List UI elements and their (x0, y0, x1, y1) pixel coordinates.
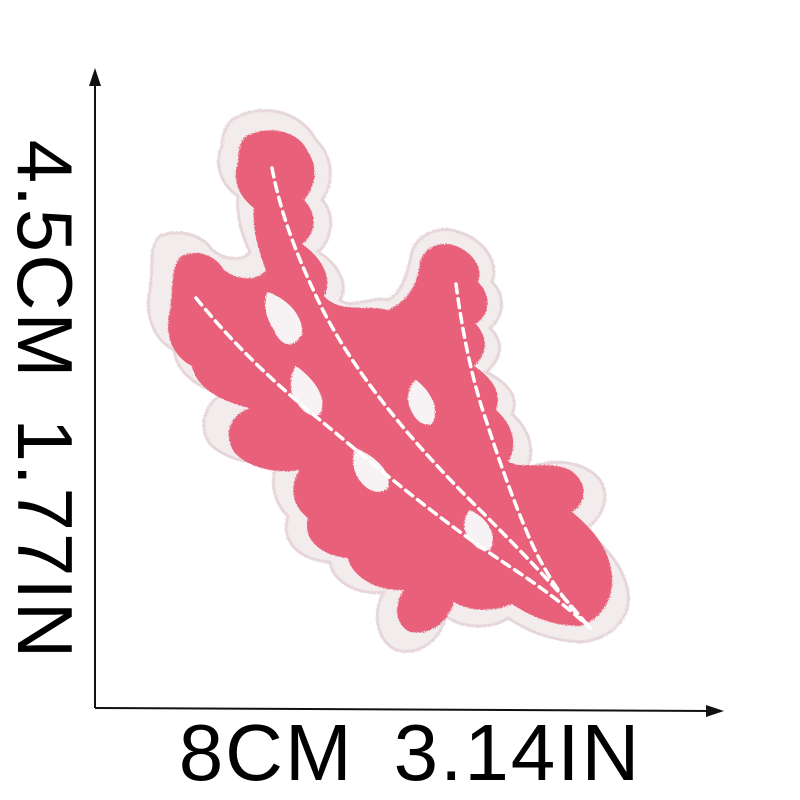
height-cm: 4.5CM (1, 139, 90, 380)
height-in: 1.77IN (1, 418, 90, 661)
width-dimension-label: 8CM 3.14IN (95, 706, 725, 800)
vertical-axis-arrowhead (89, 68, 101, 86)
width-cm: 8CM (178, 708, 354, 797)
width-in: 3.14IN (393, 708, 642, 797)
patch-body (168, 130, 613, 633)
patch-stitch-veins (194, 166, 592, 630)
horizontal-axis-line (94, 707, 713, 712)
height-dimension-label: 4.5CM 1.77IN (0, 40, 90, 760)
horizontal-axis-arrowhead (706, 705, 724, 717)
